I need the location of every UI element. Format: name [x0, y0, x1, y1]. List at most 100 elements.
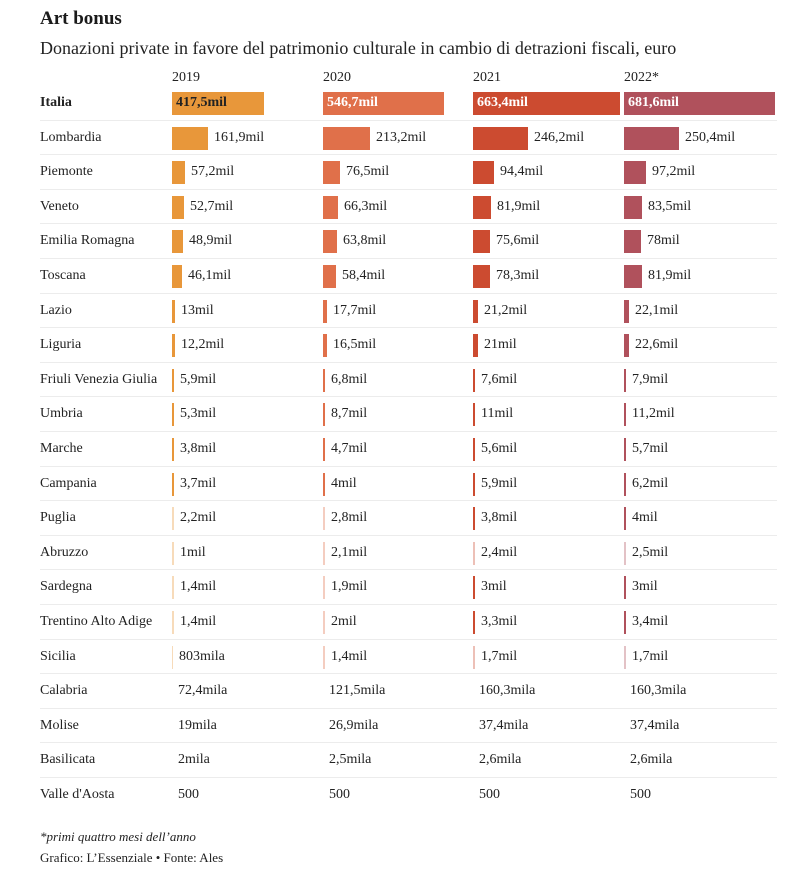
value-label: 246,2mil [534, 129, 585, 145]
value-label: 546,7mil [327, 95, 378, 110]
value-label: 161,9mil [214, 129, 265, 145]
bar-2021-8 [473, 368, 475, 392]
value-label: 4mil [632, 510, 658, 526]
region-label: Valle d'Aosta [40, 787, 115, 802]
value-label: 11,2mil [632, 406, 675, 422]
bar-2019-11 [172, 472, 174, 496]
region-label: Italia [40, 95, 72, 110]
bar-2019-1 [172, 126, 208, 150]
bar-2022-0 [624, 92, 775, 115]
value-label: 5,3mil [180, 406, 217, 422]
value-label: 94,4mil [500, 164, 544, 180]
bar-2020-4 [323, 230, 337, 254]
bar-2021-14 [473, 576, 475, 600]
region-label: Lazio [40, 302, 72, 318]
value-label: 58,4mil [342, 268, 386, 283]
bar-2021-2 [473, 161, 494, 185]
value-label: 6,8mil [331, 371, 368, 387]
value-label: 72,4mila [178, 683, 228, 699]
value-label: 57,2mil [191, 164, 235, 180]
bar-2020-0 [323, 92, 444, 115]
bar-2022-4 [624, 230, 641, 254]
bar-2022-15 [624, 611, 626, 634]
value-label: 2,5mil [632, 544, 669, 560]
bar-2022-2 [624, 161, 646, 185]
value-label: 75,6mil [496, 233, 540, 249]
value-label: 1,4mil [331, 648, 368, 664]
value-label: 1,9mil [331, 579, 368, 595]
bar-2019-8 [172, 368, 174, 392]
bar-2019-3 [172, 195, 184, 219]
value-label: 500 [479, 787, 500, 802]
value-label: 213,2mil [376, 129, 427, 145]
bar-2021-5 [473, 265, 490, 288]
table-row: Liguria 12,2mil 16,5mil 21mil 22,6mil [40, 328, 777, 363]
value-label: 46,1mil [188, 268, 232, 283]
region-label: Veneto [40, 198, 79, 214]
table-row: Sicilia 803mila 1,4mil 1,7mil 1,7mil [40, 640, 777, 675]
region-label: Trentino Alto Adige [40, 614, 153, 629]
bar-2022-7 [624, 334, 629, 358]
bar-2022-8 [624, 368, 626, 392]
value-label: 1,4mil [180, 614, 217, 629]
bar-2021-11 [473, 472, 475, 496]
value-label: 37,4mila [479, 717, 529, 733]
region-label: Marche [40, 441, 83, 456]
table-row: Valle d'Aosta 500 500 500 500 [40, 778, 777, 813]
bar-2019-2 [172, 161, 185, 185]
value-label: 2,2mil [180, 510, 217, 526]
table-row: Veneto 52,7mil 66,3mil 81,9mil 83,5mil [40, 190, 777, 225]
region-label: Calabria [40, 683, 88, 699]
bar-2020-1 [323, 126, 370, 150]
chart-title: Art bonus [40, 8, 122, 29]
bar-2019-9 [172, 403, 174, 427]
value-label: 2mila [178, 752, 210, 768]
value-label: 1,7mil [481, 648, 518, 664]
column-header-2021: 2021 [473, 70, 501, 85]
bar-2021-6 [473, 299, 478, 323]
value-label: 11mil [481, 406, 514, 422]
value-label: 81,9mil [497, 198, 541, 214]
chart-subtitle: Donazioni private in favore del patrimon… [40, 38, 677, 58]
table-row: Lazio 13mil 17,7mil 21,2mil 22,1mil [40, 294, 777, 329]
value-label: 22,6mil [635, 337, 679, 353]
table-row: Puglia 2,2mil 2,8mil 3,8mil 4mil [40, 501, 777, 536]
bar-2022-1 [624, 126, 679, 150]
value-label: 48,9mil [189, 233, 233, 249]
value-label: 160,3mila [630, 683, 687, 699]
bar-2020-12 [323, 507, 325, 531]
table-row: Marche 3,8mil 4,7mil 5,6mil 5,7mil [40, 432, 777, 467]
bar-2021-0 [473, 92, 620, 115]
bar-2021-16 [473, 645, 475, 669]
region-label: Lombardia [40, 129, 102, 145]
bar-2021-15 [473, 611, 475, 634]
region-label: Friuli Venezia Giulia [40, 371, 158, 387]
bar-2021-1 [473, 126, 528, 150]
value-label: 83,5mil [648, 198, 692, 214]
bar-2020-14 [323, 576, 325, 600]
value-label: 78,3mil [496, 268, 540, 283]
table-row: Calabria 72,4mila 121,5mila 160,3mila 160,3m… [40, 674, 777, 709]
value-label: 26,9mila [329, 717, 379, 733]
value-label: 1,7mil [632, 648, 669, 664]
bar-2022-6 [624, 299, 629, 323]
region-label: Emilia Romagna [40, 233, 135, 249]
table-row: Basilicata 2mila 2,5mila 2,6mila 2,6mila [40, 743, 777, 778]
value-label: 3,8mil [180, 441, 217, 456]
bar-2019-15 [172, 611, 174, 634]
value-label: 2,6mila [630, 752, 673, 768]
value-label: 5,7mil [632, 441, 669, 456]
value-label: 2,8mil [331, 510, 368, 526]
region-label: Puglia [40, 510, 76, 526]
table-row: Lombardia 161,9mil 213,2mil 246,2mil 250,4mi… [40, 121, 777, 156]
column-header-2022: 2022* [624, 70, 659, 85]
table-row: Sardegna 1,4mil 1,9mil 3mil 3mil [40, 570, 777, 605]
value-label: 803mila [179, 648, 225, 664]
region-label: Abruzzo [40, 544, 89, 560]
value-label: 22,1mil [635, 302, 679, 318]
value-label: 63,8mil [343, 233, 387, 249]
value-label: 8,7mil [331, 406, 368, 422]
value-label: 1,4mil [180, 579, 217, 595]
table-row: Toscana 46,1mil 58,4mil 78,3mil 81,9mil [40, 259, 777, 294]
